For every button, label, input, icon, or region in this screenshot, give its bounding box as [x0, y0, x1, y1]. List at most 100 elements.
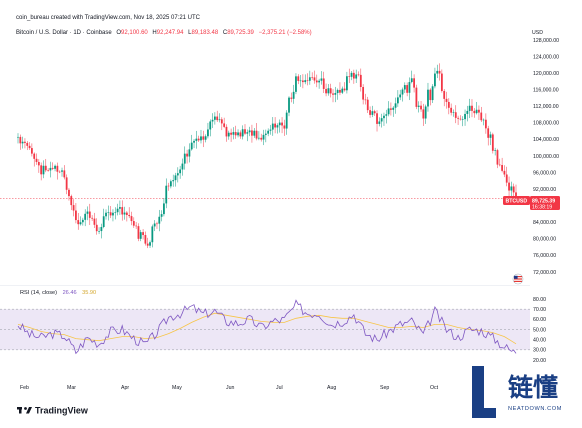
candle-body — [195, 138, 198, 141]
candle-body — [315, 80, 318, 83]
candle-body — [468, 105, 471, 111]
candle-body — [176, 173, 179, 176]
rsi-value: 26.46 — [63, 290, 77, 296]
candle-body — [424, 106, 427, 119]
candle-body — [109, 212, 112, 216]
us-flag-icon[interactable] — [512, 273, 524, 285]
candle-body — [383, 115, 385, 119]
candle-body — [237, 132, 239, 136]
chart-credit: coin_bureau created with TradingView.com… — [16, 15, 201, 21]
candle-body — [204, 136, 207, 140]
candle-body — [489, 134, 492, 138]
rsi-axis: 80.00 70.00 60.00 50.00 40.00 30.00 20.00 — [533, 297, 546, 364]
candle-body — [276, 125, 279, 128]
month-label: May — [172, 385, 182, 391]
candle-body — [183, 153, 186, 164]
price-tick-label: 84,000.00 — [533, 220, 556, 226]
candle-body — [357, 74, 360, 76]
candle-body — [220, 119, 223, 124]
candle-body — [28, 145, 31, 149]
candle-body — [401, 89, 404, 95]
candle-body — [515, 192, 517, 199]
candle-body — [200, 136, 202, 141]
candle-body — [91, 217, 94, 219]
candle-body — [251, 130, 253, 136]
last-price-tag: BTCUSD 89,725.39 16:38:19 — [503, 196, 560, 211]
candle-body — [422, 109, 425, 119]
price-tick-label: 96,000.00 — [533, 170, 556, 176]
candle-body — [438, 70, 441, 74]
candle-body — [267, 130, 270, 134]
candle-body — [114, 212, 117, 213]
candle-body — [105, 212, 107, 217]
candle-body — [65, 177, 68, 190]
candle-body — [376, 113, 378, 124]
candle-body — [269, 129, 272, 131]
candle-body — [26, 142, 29, 146]
candle-body — [223, 123, 226, 127]
candle-body — [230, 132, 232, 135]
candle-body — [336, 89, 339, 94]
candle-body — [480, 112, 483, 121]
candle-body — [278, 122, 281, 126]
candle-body — [44, 165, 47, 171]
candle-body — [420, 105, 422, 110]
candle-body — [297, 76, 300, 81]
candle-body — [369, 110, 371, 115]
candle-body — [146, 243, 149, 246]
candle-body — [165, 185, 168, 204]
candle-body — [190, 142, 193, 150]
rsi-line — [17, 299, 517, 355]
candle-body — [121, 207, 124, 215]
candle-body — [508, 182, 510, 191]
candle-body — [494, 150, 497, 151]
price-tick-label: 128,000.00 — [533, 38, 559, 44]
candle-body — [332, 93, 334, 95]
candle-body — [359, 74, 362, 88]
candle-body — [271, 123, 274, 130]
price-axis-currency: USD — [532, 30, 543, 36]
candle-body — [128, 214, 131, 217]
candle-body — [248, 130, 251, 133]
price-tick-label: 80,000.00 — [533, 237, 556, 243]
candle-body — [457, 117, 459, 119]
candle-body — [160, 214, 163, 217]
candle-body — [107, 212, 110, 213]
candle-body — [346, 76, 348, 91]
candle-body — [327, 88, 330, 94]
rsi-tick-label: 20.00 — [533, 358, 546, 364]
last-price-symbol: BTCUSD — [506, 199, 528, 205]
candle-body — [454, 112, 457, 118]
rsi-tick-label: 40.00 — [533, 337, 546, 343]
candle-body — [313, 77, 316, 81]
candle-body — [434, 73, 436, 87]
candle-body — [139, 232, 142, 239]
neatdown-watermark: 链懂 NEATDOWN.COM — [464, 362, 582, 428]
candle-body — [93, 218, 96, 225]
candle-body — [385, 114, 388, 116]
candle-body — [255, 130, 258, 139]
candle-body — [281, 122, 283, 126]
candle-body — [179, 169, 182, 174]
candle-body — [318, 80, 321, 83]
month-label: Apr — [121, 385, 129, 391]
price-tick-label: 112,000.00 — [533, 104, 559, 110]
candle-body — [225, 126, 228, 137]
candle-body — [461, 119, 464, 120]
candle-body — [137, 226, 140, 239]
candle-body — [77, 220, 80, 225]
candle-body — [512, 186, 515, 193]
candle-body — [447, 101, 450, 108]
month-label: Sep — [380, 385, 389, 391]
candle-body — [413, 78, 415, 88]
rsi-tick-label: 80.00 — [533, 297, 546, 303]
rsi-tick-label: 60.00 — [533, 317, 546, 323]
candle-body — [213, 116, 216, 120]
candle-body — [130, 216, 133, 222]
candle-body — [498, 164, 501, 166]
tradingview-brand: TradingView — [35, 406, 89, 416]
candle-body — [149, 242, 151, 246]
candle-body — [329, 88, 332, 94]
candle-body — [392, 107, 395, 110]
